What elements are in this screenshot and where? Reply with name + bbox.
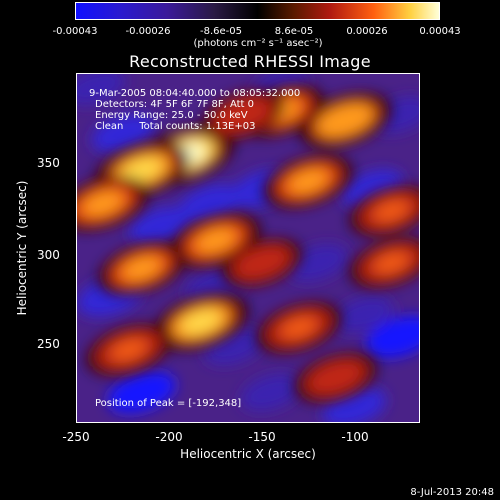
colorbar-tick: 0.00043 <box>419 26 461 37</box>
colorbar-tick: -0.00043 <box>52 26 98 37</box>
positive-flux-blob <box>373 200 409 222</box>
negative-flux-blob <box>178 184 242 224</box>
colorbar-tick: 0.00026 <box>346 26 388 37</box>
x-tick-label: -150 <box>248 430 276 444</box>
positive-flux-blob <box>83 192 122 215</box>
negative-flux-blob <box>241 373 302 411</box>
negative-flux-blob <box>129 206 192 245</box>
y-axis-label: Heliocentric Y (arcsec) <box>15 180 29 316</box>
positive-flux-blob <box>325 108 365 132</box>
colorbar-gradient <box>76 3 439 19</box>
x-tick-label: -200 <box>155 430 183 444</box>
time-range-annotation: 9-Mar-2005 08:04:40.000 to 08:05:32.000 <box>89 88 301 99</box>
plot-date-stamp: 8-Jul-2013 20:48 <box>410 487 494 498</box>
y-tick-label: 250 <box>37 337 60 351</box>
detectors-annotation: Detectors: 4F 5F 6F 7F 8F, Att 0 <box>95 99 255 110</box>
positive-flux-blob <box>245 252 279 273</box>
negative-flux-blob <box>365 315 419 359</box>
positive-flux-blob <box>318 367 354 388</box>
y-tick-label: 300 <box>37 248 60 262</box>
positive-flux-blob <box>281 316 317 339</box>
positive-flux-blob <box>196 229 235 252</box>
colorbar-units-label: (photons cm⁻² s⁻¹ asec⁻²) <box>193 38 323 49</box>
positive-flux-blob <box>226 104 261 126</box>
clean-counts-annotation: Clean Total counts: 1.13E+03 <box>95 121 256 132</box>
energy-range-annotation: Energy Range: 25.0 - 50.0 keV <box>95 110 248 121</box>
positive-flux-blobs <box>77 85 419 403</box>
negative-flux-blob <box>107 371 176 414</box>
rhessi-image <box>77 74 419 422</box>
positive-flux-blob <box>289 170 327 193</box>
positive-flux-blob <box>180 310 221 334</box>
colorbar-tick: -8.6e-05 <box>200 26 242 37</box>
colorbar <box>75 2 440 20</box>
positive-flux-blob <box>373 252 409 274</box>
negative-flux-blob <box>286 244 348 282</box>
negative-flux-blob <box>333 296 394 333</box>
negative-flux-blob <box>77 74 126 106</box>
peak-position-annotation: Position of Peak = [-192,348] <box>95 398 242 409</box>
colorbar-tick: 8.6e-05 <box>274 26 314 37</box>
plot-area: 9-Mar-2005 08:04:40.000 to 08:05:32.000 … <box>76 73 420 423</box>
positive-flux-blob <box>110 339 147 361</box>
positive-flux-blob <box>121 158 162 183</box>
x-axis-label: Heliocentric X (arcsec) <box>180 447 316 461</box>
colorbar-tick: -0.00026 <box>125 26 171 37</box>
x-tick-label: -100 <box>341 430 369 444</box>
y-tick-label: 350 <box>37 156 60 170</box>
x-tick-label: -250 <box>62 430 90 444</box>
chart-title: Reconstructed RHESSI Image <box>129 52 371 71</box>
negative-flux-blob <box>91 113 155 153</box>
positive-flux-blob <box>123 257 160 280</box>
